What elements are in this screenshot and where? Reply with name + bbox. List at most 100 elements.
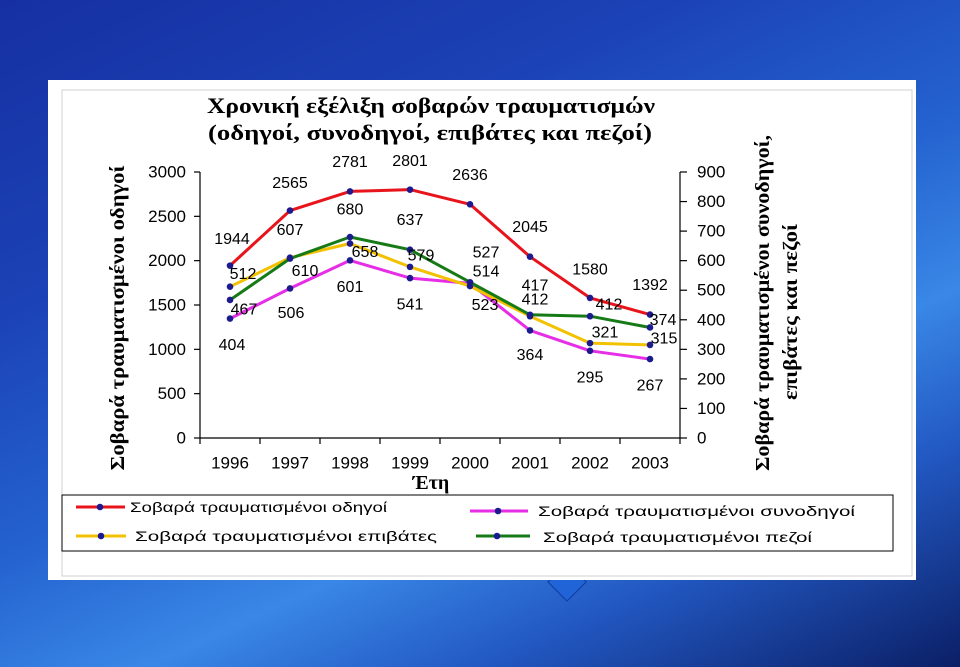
x-tick-label: 1997 [271,454,309,473]
data-label: 607 [277,222,304,239]
legend-swatch-marker [494,507,502,515]
data-point-marker [646,311,654,318]
legend-item-drivers: Σοβαρά τραυματισμένοι οδηγοί [76,499,387,515]
chart-subtitle: (οδηγοί, συνοδηγοί, επιβάτες και πεζοί) [208,120,652,145]
data-point-marker [226,315,234,322]
data-label: 512 [230,266,257,283]
legend-swatch-marker [493,532,501,540]
data-label: 467 [231,301,258,318]
y-tick-label: 0 [177,429,186,448]
data-point-marker [466,200,474,208]
data-label: 374 [650,312,677,329]
legend-swatch-marker [97,532,105,540]
data-point-marker [586,339,594,347]
data-point-marker [406,186,414,193]
data-point-marker [406,263,414,271]
x-tick-label: 1998 [331,454,369,473]
data-label: 506 [278,305,305,322]
y2-tick-label: 100 [697,399,725,418]
data-label: 658 [352,244,379,261]
data-label: 1392 [632,277,668,294]
data-point-marker [346,257,354,264]
legend-label: Σοβαρά τραυματισμένοι επιβάτες [135,528,437,544]
data-label: 321 [592,325,619,342]
y-tick-label: 3000 [148,163,186,182]
data-label: 2045 [512,219,548,236]
data-labels-layer: 1944 2565 2781 2801 2636 2045 1580 1392 404 506 60… [214,153,677,394]
y-tick-label: 2000 [148,251,186,270]
data-point-marker [406,274,414,282]
axes-layer: 0 500 1000 1500 2000 2500 3000 0 100 200 300 400 500… [148,163,725,473]
chart-title: Χρονική εξέλιξη σοβαρών τραυματισμών [207,93,655,118]
x-tick-label: 2002 [571,454,609,473]
data-point-marker [346,188,354,195]
y2-tick-label: 700 [697,222,725,241]
data-label: 417 [522,277,549,294]
legend-swatch-marker [96,503,104,511]
data-label: 523 [472,297,499,314]
legend-item-codrivers: Σοβαρά τραυματισμένοι συνοδηγοί [470,503,855,519]
data-point-marker [226,296,234,304]
y2-tick-label: 600 [697,251,725,270]
data-point-marker [226,262,234,269]
y2-tick-label: 500 [697,281,725,300]
x-tick-label: 1996 [211,454,249,473]
y2-axis-title-line1: Σοβαρά τραυματισμένοι συνοδηγοί, [752,135,774,471]
data-point-marker [226,283,234,290]
legend: Σοβαρά τραυματισμένοι οδηγοί Σοβαρά τραυ… [61,494,894,552]
data-label: 412 [522,292,549,309]
data-label: 601 [337,279,364,296]
data-label: 364 [517,347,544,364]
data-point-marker [406,246,414,254]
series-line [228,188,651,317]
legend-label: Σοβαρά τραυματισμένοι πεζοί [543,529,812,545]
y-axis-title: Σοβαρά τραυματισμένοι οδηγοί [107,166,129,471]
data-label: 295 [577,369,604,386]
data-point-marker [646,324,654,331]
legend-item-pedestrians: Σοβαρά τραυματισμένοι πεζοί [476,529,812,545]
chart-frame [61,89,913,577]
legend-label: Σοβαρά τραυματισμένοι οδηγοί [130,499,387,515]
data-label: 2636 [452,167,488,184]
data-point-marker [526,311,534,319]
data-label: 2781 [332,154,368,171]
data-label: 412 [596,297,623,314]
data-label: 1944 [214,231,250,248]
data-point-marker [586,347,594,355]
data-label: 527 [473,245,500,262]
x-tick-label: 2001 [511,454,549,473]
data-point-marker [526,253,534,260]
data-label: 541 [397,297,424,314]
y-tick-label: 1000 [148,340,186,359]
x-axis-title: Έτη [412,472,450,494]
data-point-marker [286,207,294,214]
y-tick-label: 500 [158,384,186,403]
data-label: 2565 [272,175,308,192]
data-point-marker [466,278,474,286]
data-label: 680 [337,202,364,219]
data-point-marker [586,294,594,302]
y-tick-label: 2500 [148,207,186,226]
data-label: 2801 [392,153,428,170]
data-label: 267 [637,378,664,395]
series-layer [226,186,654,363]
data-label: 514 [473,264,500,281]
y2-tick-label: 300 [697,340,725,359]
data-label: 579 [408,247,435,264]
data-point-marker [526,327,534,334]
y-tick-label: 1500 [148,296,186,315]
legend-box [61,494,894,552]
x-tick-label: 1999 [391,454,429,473]
data-point-marker [346,233,354,241]
data-point-marker [346,240,354,247]
data-point-marker [286,285,294,292]
data-label: 315 [651,330,678,347]
y2-tick-label: 900 [697,163,725,182]
legend-label: Σοβαρά τραυματισμένοι συνοδηγοί [538,503,855,519]
y2-tick-label: 800 [697,192,725,211]
data-point-marker [646,355,654,363]
series-line [229,258,651,361]
data-point-marker [286,255,294,262]
